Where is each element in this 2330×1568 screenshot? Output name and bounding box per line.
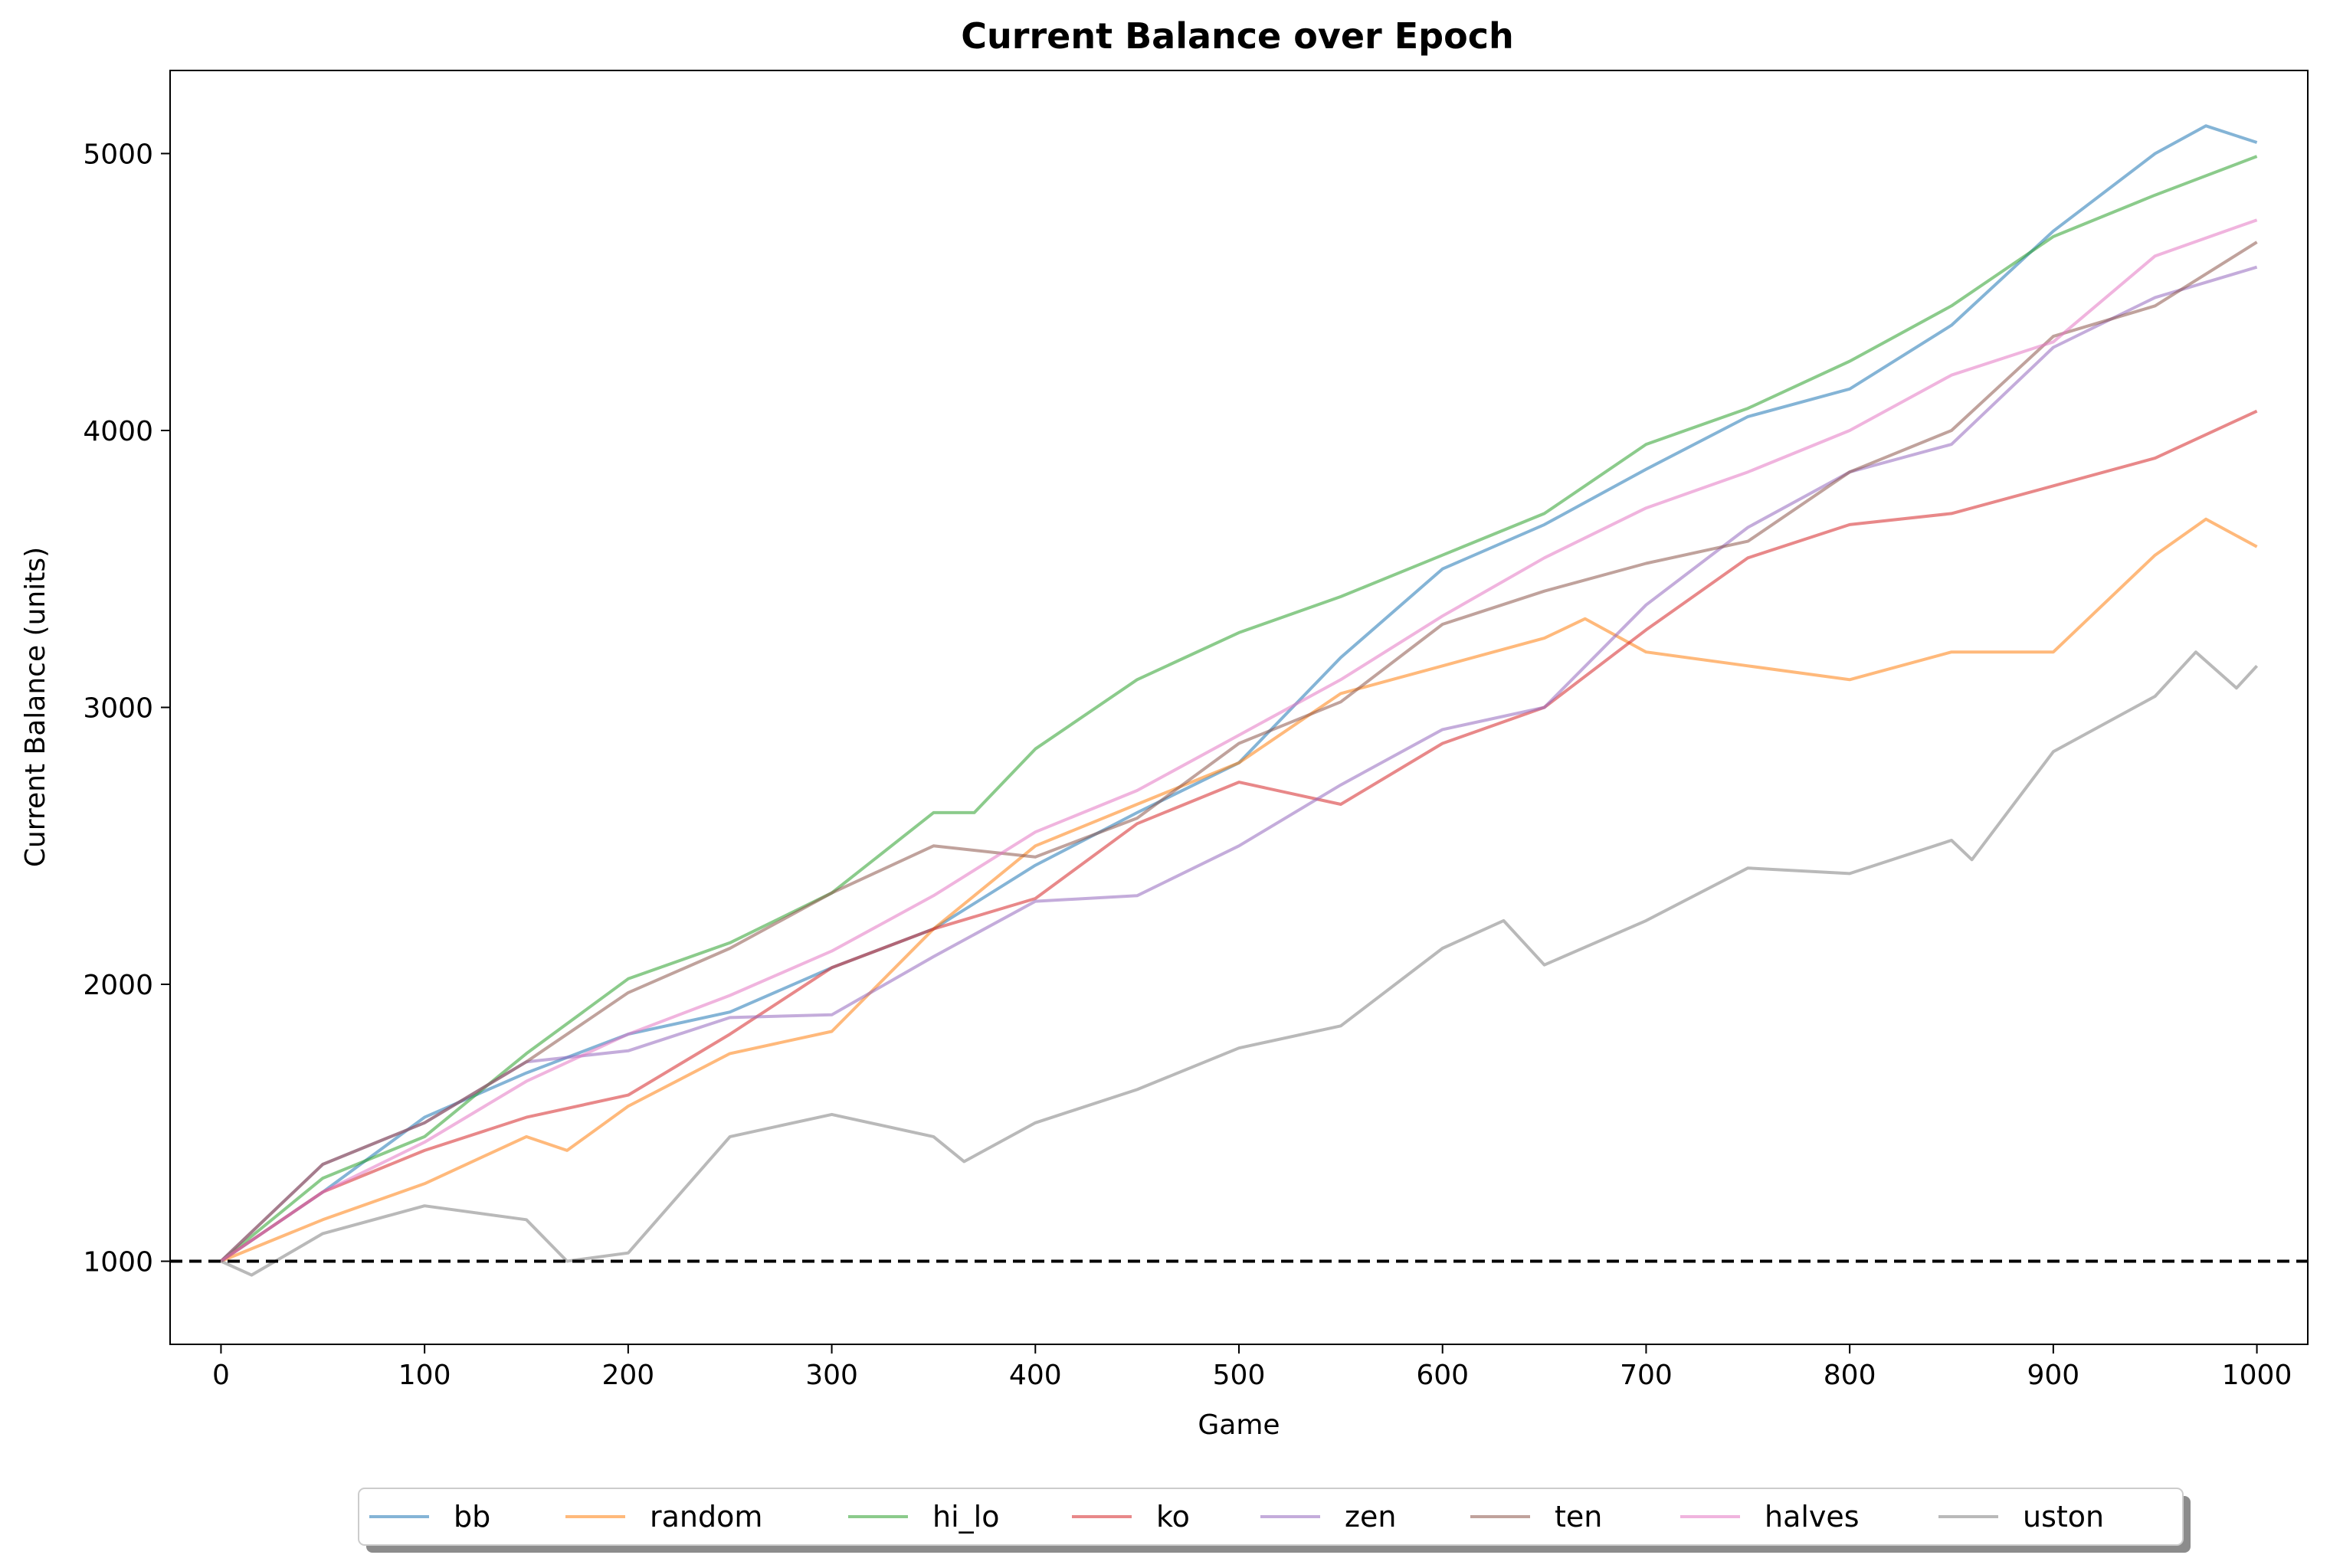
y-tick-label: 5000	[83, 139, 153, 170]
y-tick-label: 3000	[83, 693, 153, 725]
x-tick-label: 300	[805, 1360, 858, 1391]
y-axis-ticks: 1000 2000 3000 4000 5000	[83, 139, 170, 1278]
legend-label-ko: ko	[1156, 1500, 1190, 1534]
x-tick-label: 400	[1009, 1360, 1062, 1391]
y-tick-label: 2000	[83, 970, 153, 1001]
x-tick-label: 100	[398, 1360, 451, 1391]
y-tick-label: 4000	[83, 416, 153, 447]
legend-label-hi_lo: hi_lo	[932, 1500, 999, 1534]
x-tick-label: 0	[212, 1360, 230, 1391]
x-axis-label: Game	[1198, 1409, 1280, 1441]
x-tick-label: 900	[2027, 1360, 2079, 1391]
x-axis-ticks: 0 100 200 300 400 500 600 700 800 900 1000	[212, 1344, 2292, 1391]
legend-label-ten: ten	[1555, 1500, 1602, 1534]
x-tick-label: 200	[601, 1360, 654, 1391]
series-line-bb	[220, 124, 2258, 1263]
series-line-hi_lo	[220, 155, 2258, 1263]
y-tick-label: 1000	[83, 1247, 153, 1278]
x-tick-label: 500	[1213, 1360, 1266, 1391]
legend: bb random hi_lo ko zen ten halves uston	[358, 1488, 2191, 1553]
legend-label-uston: uston	[2023, 1500, 2104, 1534]
y-axis-label: Current Balance (units)	[20, 547, 51, 867]
x-tick-label: 600	[1416, 1360, 1469, 1391]
legend-label-random: random	[650, 1500, 762, 1534]
x-tick-label: 1000	[2222, 1360, 2292, 1391]
x-tick-label: 700	[1620, 1360, 1673, 1391]
series-line-ten	[220, 241, 2258, 1262]
series-line-random	[220, 517, 2258, 1263]
legend-items: bb random hi_lo ko zen ten halves uston	[369, 1500, 2104, 1534]
legend-label-halves: halves	[1765, 1500, 1860, 1534]
legend-label-bb: bb	[454, 1500, 490, 1534]
chart-title: Current Balance over Epoch	[961, 15, 1513, 57]
series-line-uston	[220, 650, 2259, 1277]
legend-label-zen: zen	[1345, 1500, 1396, 1534]
series-line-halves	[220, 218, 2258, 1263]
series-line-zen	[220, 265, 2258, 1262]
x-tick-label: 800	[1824, 1360, 1876, 1391]
series-layer	[220, 124, 2259, 1277]
series-line-ko	[220, 409, 2258, 1263]
